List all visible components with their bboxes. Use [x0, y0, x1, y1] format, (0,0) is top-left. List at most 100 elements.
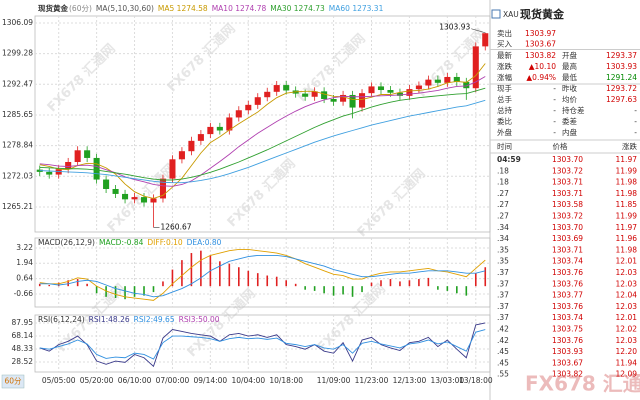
trade-cell: 1303.75	[552, 325, 583, 334]
legend-entry: MA60 1273.31	[329, 4, 384, 13]
quote-label: 内盘	[562, 127, 577, 137]
y-tick-label: 28.52	[12, 357, 34, 366]
candle-body	[245, 104, 252, 111]
quote-value: ▲0.94%	[526, 73, 556, 82]
panel-subtitle: (60分)	[69, 4, 92, 13]
trade-cell: .18	[497, 178, 509, 187]
trade-cell: 12.01	[616, 257, 638, 266]
trade-cell: .34	[497, 234, 509, 243]
x-tick-label: 06/10:00	[118, 376, 152, 385]
candle-body	[55, 169, 62, 175]
candle-body	[131, 197, 138, 200]
quote-label: 涨幅	[497, 72, 512, 82]
y-tick-label: 1306.09	[2, 18, 33, 27]
quote-value: ▲10.10	[529, 62, 556, 71]
legend-entry: MA30 1274.73	[270, 4, 325, 13]
trade-cell: .18	[497, 166, 509, 175]
x-tick-label: 12/13:00	[393, 376, 427, 385]
candle-body	[273, 85, 280, 92]
candle-body	[444, 76, 451, 83]
trade-cell: 1303.76	[552, 279, 583, 288]
x-tick-label: 13/03:00	[431, 376, 465, 385]
trade-cell: 1303.71	[552, 189, 583, 198]
quote-value: -	[553, 106, 556, 115]
trade-cell: .55	[497, 370, 509, 379]
trade-cell: 1303.71	[552, 245, 583, 254]
quote-value: 1303.93	[606, 62, 637, 71]
period-button[interactable]: 60分	[1, 374, 25, 389]
y-tick-label: 0.64	[16, 274, 33, 283]
trade-cell: .34	[497, 223, 509, 232]
trades-header: 时间	[497, 141, 512, 151]
legend-entry: RSI3:50.00	[179, 315, 220, 324]
legend-entry: RSI2:49.65	[134, 315, 175, 324]
quote-label: 最低	[562, 72, 577, 82]
trade-cell: 12.09	[616, 370, 638, 379]
trade-cell: 1303.74	[552, 313, 583, 322]
quote-icon[interactable]	[491, 9, 501, 19]
candle-body	[103, 179, 110, 189]
series-line	[39, 63, 486, 199]
trade-cell: .35	[497, 245, 509, 254]
candle-body	[207, 126, 214, 135]
period-button-label[interactable]: 60分	[4, 377, 22, 386]
trade-cell: .27	[497, 200, 509, 209]
trade-cell: 11.98	[616, 178, 638, 187]
trade-cell: 11.96	[616, 234, 638, 243]
period-button-bg[interactable]	[1, 374, 25, 389]
quote-value: -	[634, 117, 637, 126]
quote-symbol: XAU	[503, 10, 519, 19]
candle-body	[463, 81, 470, 89]
candle-body	[226, 117, 233, 131]
candle-body	[330, 99, 337, 102]
legend-entry: MACD:-0.84	[99, 238, 144, 247]
candle-body	[254, 97, 261, 105]
candle-body	[283, 85, 290, 91]
trade-cell: .45	[497, 347, 509, 356]
trade-cell: 1303.77	[552, 291, 583, 300]
quote-value: 1293.37	[606, 51, 637, 60]
candle-body	[415, 85, 422, 90]
candle-body	[311, 91, 318, 97]
trade-cell: 11.85	[616, 200, 638, 209]
trade-cell: 12.04	[616, 291, 638, 300]
candle-body	[112, 188, 119, 194]
quote-label: 买入	[497, 40, 512, 49]
candle-body	[197, 134, 204, 141]
y-tick-label: 1285.65	[2, 110, 33, 119]
trades-header: 价格	[553, 141, 568, 151]
quote-name: 现货黄金	[520, 7, 565, 21]
candle-body	[93, 157, 100, 180]
quote-value: -	[553, 95, 556, 104]
quote-label: 昨收	[562, 83, 577, 93]
y-tick-label: 1265.21	[2, 202, 33, 211]
trade-cell: .37	[497, 279, 509, 288]
quote-label: 外盘	[497, 127, 512, 137]
candle-body	[321, 91, 328, 100]
quote-label: 涨跌	[497, 61, 512, 71]
candle-body	[84, 150, 91, 158]
candle-body	[169, 159, 176, 179]
trade-cell: .45	[497, 358, 509, 367]
candle-body	[387, 90, 394, 93]
x-tick-label: 11/09:00	[317, 376, 351, 385]
trade-cell: 12.03	[616, 336, 638, 345]
trade-cell: 12.02	[616, 325, 638, 334]
candle-body	[150, 198, 157, 203]
quote-value: 1291.24	[606, 73, 637, 82]
y-tick-label: 1272.03	[2, 171, 33, 180]
candle-body	[188, 140, 195, 152]
candle-body	[434, 79, 441, 83]
quote-value: -	[553, 117, 556, 126]
quote-value: 1293.72	[606, 84, 637, 93]
candle-body	[159, 178, 167, 199]
y-tick-label: -0.66	[14, 289, 34, 298]
x-tick-label: 05/20:00	[80, 376, 114, 385]
trade-cell: 1303.70	[552, 155, 583, 164]
quote-label: 持仓差	[562, 105, 585, 115]
candle-body	[178, 151, 185, 160]
trade-cell: 1303.71	[552, 178, 583, 187]
candle-body	[358, 93, 366, 108]
candle-body	[302, 93, 309, 97]
